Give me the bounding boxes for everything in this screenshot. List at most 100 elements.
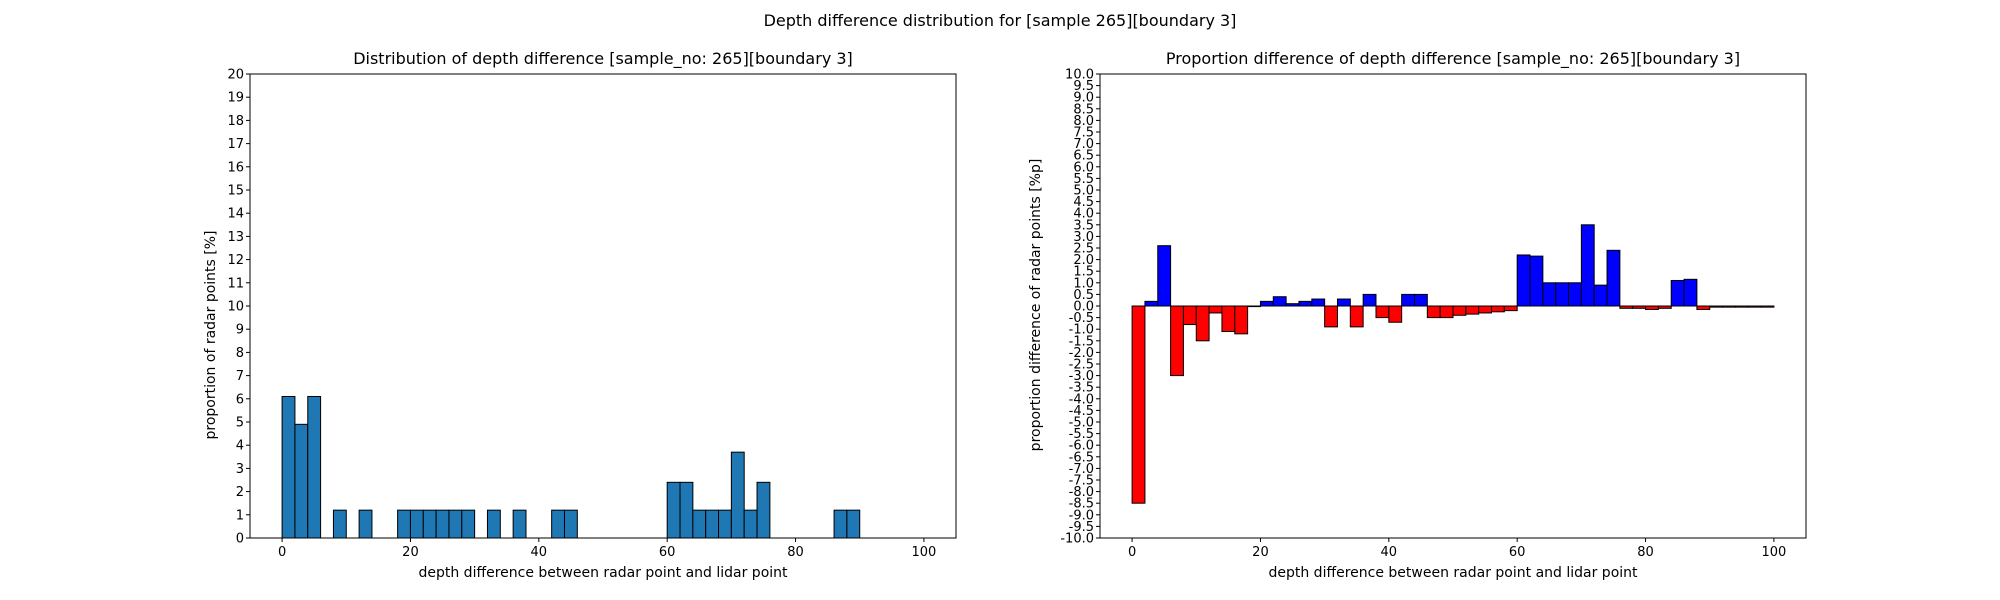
bar-74	[1606, 249, 1621, 307]
bar-72	[1593, 284, 1608, 307]
bar-88	[1696, 305, 1711, 310]
y-tick-label: -3.0	[1069, 369, 1094, 384]
y-tick-label: 9	[236, 323, 244, 338]
y-tick-label: 6	[236, 392, 244, 407]
bar-52	[1465, 305, 1480, 315]
y-tick-label: -1.0	[1069, 323, 1094, 338]
chart-title: Proportion difference of depth differenc…	[1166, 49, 1740, 69]
x-axis-label: depth difference between radar point and…	[1268, 565, 1638, 581]
y-tick-label: -6.0	[1069, 439, 1094, 454]
bar-14	[1221, 305, 1236, 333]
bar-16	[1234, 305, 1249, 335]
bar-46	[1426, 305, 1441, 319]
y-tick-label: 9.5	[1073, 79, 1094, 94]
x-tick-label: 40	[531, 545, 548, 560]
bar-60	[666, 481, 681, 539]
bar-50	[1452, 305, 1467, 316]
y-tick-label: -4.5	[1069, 404, 1094, 419]
bar-66	[1555, 282, 1570, 307]
bar-88	[846, 509, 861, 539]
bar-42	[551, 509, 565, 539]
figure-suptitle: Depth difference distribution for [sampl…	[764, 11, 1237, 30]
y-tick-label: 17	[227, 137, 244, 152]
bar-4	[307, 395, 322, 539]
chart-title: Distribution of depth difference [sample…	[353, 49, 853, 69]
y-tick-label: -8.5	[1069, 497, 1094, 512]
y-tick-label: 9.0	[1073, 91, 1094, 106]
bar-4	[1157, 245, 1172, 307]
y-tick-label: 5.5	[1073, 172, 1094, 187]
bar-8	[332, 509, 347, 539]
y-tick-label: 0.5	[1073, 288, 1094, 303]
y-tick-label: -3.5	[1069, 381, 1094, 396]
y-tick-label: 6.5	[1073, 149, 1094, 164]
bar-12	[358, 509, 373, 539]
y-tick-label: -9.0	[1069, 508, 1094, 523]
x-ticks: 0 20 40 60 80 100	[1128, 538, 1786, 560]
y-tick-label: 7.0	[1073, 137, 1094, 152]
bar-96	[1747, 305, 1762, 308]
bar-2	[294, 423, 309, 539]
bar-0	[281, 395, 296, 539]
y-tick-label: -4.0	[1069, 392, 1094, 407]
bar-78	[1632, 305, 1647, 309]
y-axis-label: proportion of radar points [%]	[203, 230, 219, 439]
x-tick-label: 60	[1509, 545, 1526, 560]
bar-74	[756, 481, 771, 539]
y-tick-label: 5	[236, 416, 244, 431]
y-tick-label: 15	[227, 184, 244, 199]
bar-62	[1529, 255, 1544, 307]
y-tick-label: 1.5	[1073, 265, 1094, 280]
y-tick-label: 16	[227, 160, 244, 175]
x-tick-label: 40	[1381, 545, 1398, 560]
bar-36	[512, 509, 527, 539]
x-tick-label: 100	[911, 545, 936, 560]
y-tick-label: 5.0	[1073, 184, 1094, 199]
bar-92	[1722, 305, 1736, 308]
x-tick-label: 20	[1252, 545, 1269, 560]
chart-distribution: Distribution of depth difference [sample…	[203, 49, 957, 581]
bar-8	[1182, 305, 1197, 326]
x-ticks: 0 20 40 60 80 100	[278, 538, 936, 560]
y-tick-label: 12	[227, 253, 244, 268]
bar-38	[1375, 305, 1390, 319]
bar-34	[1349, 305, 1364, 328]
bar-68	[1568, 282, 1582, 307]
bar-84	[1670, 279, 1685, 307]
y-tick-label: -9.5	[1069, 520, 1094, 535]
bar-76	[1619, 305, 1634, 309]
y-tick-label: -5.0	[1069, 416, 1094, 431]
y-tick-label: 14	[227, 207, 244, 222]
bar-2	[1144, 300, 1159, 307]
y-tick-label: 10.0	[1065, 68, 1094, 83]
bar-72	[743, 509, 758, 539]
y-tick-label: 8.5	[1073, 102, 1094, 117]
bar-12	[1208, 305, 1223, 314]
bar-10	[1195, 305, 1210, 342]
x-axis-label: depth difference between radar point and…	[418, 565, 788, 581]
y-tick-label: -2.0	[1069, 346, 1094, 361]
y-tick-label: 4	[236, 439, 244, 454]
bar-18	[1247, 305, 1261, 308]
y-tick-label: 4.5	[1073, 195, 1094, 210]
bar-62	[679, 481, 694, 539]
y-tick-label: 1.0	[1073, 276, 1094, 291]
y-tick-label: 3	[236, 462, 244, 477]
y-ticks: 10.09.59.08.58.07.57.06.56.05.55.04.54.0…	[1060, 68, 1100, 547]
y-tick-label: 7.5	[1073, 126, 1094, 141]
bar-26	[1298, 300, 1313, 307]
bar-56	[1491, 305, 1505, 313]
bar-60	[1516, 254, 1531, 307]
bar-44	[1413, 293, 1428, 307]
y-tick-label: 4.0	[1073, 207, 1094, 222]
bar-26	[448, 509, 463, 539]
y-tick-label: 3.5	[1073, 218, 1094, 233]
x-tick-label: 100	[1761, 545, 1786, 560]
bar-44	[563, 509, 578, 539]
bar-40	[1388, 305, 1403, 323]
bar-82	[1657, 305, 1672, 309]
bar-24	[1285, 303, 1300, 307]
y-tick-label: -5.5	[1069, 427, 1094, 442]
